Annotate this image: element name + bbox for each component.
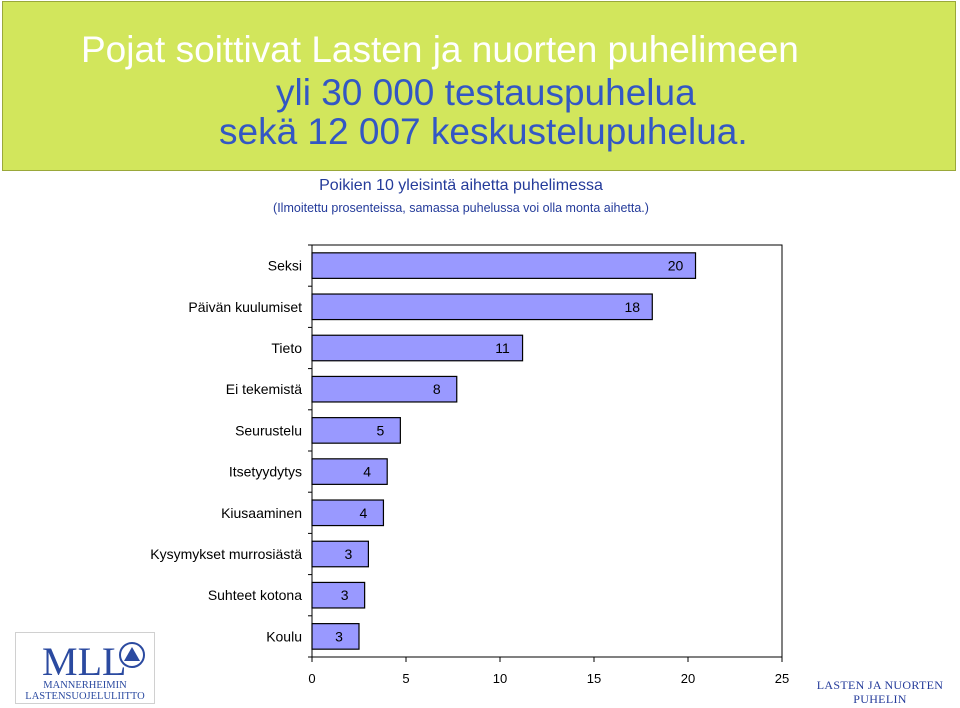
headline-line-1: Pojat soittivat Lasten ja nuorten puheli… [81, 29, 799, 70]
bar [311, 252, 697, 279]
mll-logo-graphic: MLL MANNERHEIMIN LASTENSUOJELULIITTO [25, 639, 145, 702]
x-tick-label: 10 [493, 671, 507, 686]
mll-logo-line2: LASTENSUOJELULIITTO [25, 691, 145, 702]
bar [311, 499, 385, 527]
x-tick-label: 25 [775, 671, 789, 686]
data-label: 8 [433, 381, 441, 397]
x-tick-label: 15 [587, 671, 601, 686]
headline-box: Pojat soittivat Lasten ja nuorten puheli… [2, 1, 956, 171]
bar [311, 334, 524, 362]
category-label: Itsetyydytys [229, 464, 302, 480]
bar [311, 293, 653, 321]
bar [311, 375, 458, 403]
phone-service-logo[interactable]: LASTEN JA NUORTEN PUHELIN [805, 678, 955, 706]
category-label: Päivän kuulumiset [188, 299, 302, 315]
data-label: 18 [624, 299, 640, 315]
bar [311, 540, 370, 568]
bar [311, 581, 366, 609]
mll-logo-acronym: MLL [42, 639, 126, 684]
x-tick-label: 5 [402, 671, 409, 686]
phone-service-logo-line2: PUHELIN [853, 692, 907, 706]
category-label: Koulu [266, 628, 302, 644]
headline-line-3: sekä 12 007 keskustelupuhelua. [219, 111, 748, 152]
category-label: Seksi [268, 258, 302, 274]
data-label: 20 [668, 258, 684, 274]
phone-service-logo-line1: LASTEN JA NUORTEN [816, 678, 944, 692]
mll-logo[interactable]: MLL MANNERHEIMIN LASTENSUOJELULIITTO [15, 632, 155, 704]
category-label: Ei tekemistä [226, 381, 302, 397]
data-label: 5 [376, 422, 384, 438]
category-label: Tieto [271, 340, 302, 356]
x-tick-label: 0 [308, 671, 315, 686]
x-tick-label: 20 [681, 671, 695, 686]
data-label: 11 [495, 340, 510, 356]
category-label: Seurustelu [235, 422, 302, 438]
bar [311, 417, 401, 444]
category-label: Kiusaaminen [221, 505, 302, 521]
category-label: Suhteet kotona [208, 587, 302, 603]
chart-subtitle: (Ilmoitettu prosenteissa, samassa puhelu… [273, 201, 649, 215]
data-label: 4 [360, 505, 368, 521]
data-label: 3 [341, 587, 349, 603]
data-label: 3 [335, 628, 343, 644]
mll-logo-line1: MANNERHEIMIN [43, 680, 127, 691]
bar [311, 623, 360, 650]
bar [311, 458, 388, 485]
data-label: 4 [363, 464, 371, 480]
mll-emblem-icon [119, 642, 145, 668]
data-label: 3 [345, 546, 353, 562]
chart-title: Poikien 10 yleisintä aihetta puhelimessa [319, 177, 603, 194]
category-label: Kysymykset murrosiästä [150, 546, 302, 562]
headline-line-2: yli 30 000 testauspuhelua [276, 72, 696, 113]
mll-emblem-shape [124, 647, 140, 661]
